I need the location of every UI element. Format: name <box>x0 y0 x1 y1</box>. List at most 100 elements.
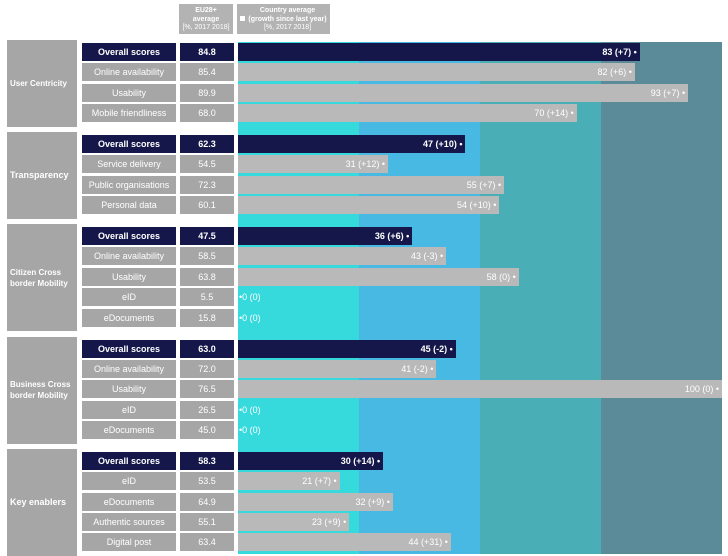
data-label: •0 (0) <box>239 312 261 323</box>
eu-average-value: 53.5 <box>180 472 234 491</box>
eu-average-value: 58.5 <box>180 247 234 266</box>
eu-average-value: 76.5 <box>180 380 234 399</box>
value-bar <box>238 472 340 491</box>
value-bar <box>238 83 689 102</box>
country-average-header-line2: (growth since last year) <box>248 15 327 23</box>
row-label: Usability <box>82 83 176 102</box>
background-band <box>480 42 601 554</box>
row-label: eID <box>82 472 176 491</box>
value-bar <box>238 155 389 174</box>
country-average-header: Country average (growth since last year)… <box>237 4 330 34</box>
eu-average-header-line2: average <box>192 15 220 23</box>
data-label: 55 (+7) • <box>466 179 502 190</box>
background-band <box>601 42 722 554</box>
row-label: Overall scores <box>82 227 176 246</box>
section-label: Key enablers <box>7 448 77 556</box>
eu-average-value: 64.9 <box>180 492 234 511</box>
eu-average-value: 26.5 <box>180 400 234 419</box>
data-label: •0 (0) <box>239 292 261 303</box>
eu-average-value: 72.0 <box>180 359 234 378</box>
row-label: eDocuments <box>82 308 176 327</box>
data-label: 70 (+14) • <box>534 108 574 119</box>
value-bar <box>238 247 447 266</box>
value-bar <box>238 492 393 511</box>
value-bar <box>238 512 350 531</box>
value-bar <box>238 451 384 470</box>
row-label: eDocuments <box>82 420 176 439</box>
row-label: eDocuments <box>82 492 176 511</box>
row-label: Digital post <box>82 533 176 552</box>
data-label: 83 (+7) • <box>602 47 637 57</box>
row-label: eID <box>82 400 176 419</box>
row-label: eID <box>82 288 176 307</box>
row-label: Personal data <box>82 196 176 215</box>
data-label: •0 (0) <box>239 404 261 415</box>
data-label: 54 (+10) • <box>456 200 497 211</box>
data-label: 100 (0) • <box>684 384 719 395</box>
eu-average-header: EU28+ average [%, 2017 2018] <box>179 4 233 34</box>
eu-average-value: 55.1 <box>180 512 234 531</box>
value-bar <box>238 43 640 61</box>
value-bar <box>238 63 635 82</box>
row-label: Mobile friendliness <box>82 104 176 123</box>
data-label: 31 (+12) • <box>345 159 386 170</box>
eu-average-value: 85.4 <box>180 63 234 82</box>
value-bar <box>238 135 466 154</box>
eu-average-value: 47.5 <box>180 227 234 246</box>
row-label: Overall scores <box>82 339 176 358</box>
section-label: User Centricity <box>7 40 77 128</box>
row-label: Online availability <box>82 359 176 378</box>
eu-average-value: 58.3 <box>180 451 234 470</box>
data-label: 47 (+10) • <box>423 139 463 150</box>
legend-square-icon <box>240 16 245 21</box>
row-label: Overall scores <box>82 451 176 470</box>
eu-average-value: 63.8 <box>180 267 234 286</box>
value-bar <box>238 359 437 378</box>
eu-average-value: 89.9 <box>180 83 234 102</box>
eu-average-header-line1: EU28+ <box>195 7 217 14</box>
section-label: Citizen Cross border Mobility <box>7 224 77 332</box>
value-bar <box>238 533 451 552</box>
eu-average-value: 63.0 <box>180 339 234 358</box>
row-label: Usability <box>82 380 176 399</box>
data-label: 43 (-3) • <box>410 251 444 262</box>
eu-average-value: 62.3 <box>180 135 234 154</box>
row-label: Online availability <box>82 247 176 266</box>
data-label: 21 (+7) • <box>302 476 337 487</box>
eu-average-value: 68.0 <box>180 104 234 123</box>
data-label: 36 (+6) • <box>374 231 410 242</box>
row-label: Overall scores <box>82 43 176 61</box>
country-average-header-unit: [%, 2017 2018] <box>263 24 312 31</box>
data-label: 30 (+14) • <box>340 455 381 466</box>
eu-average-value: 5.5 <box>180 288 234 307</box>
eu-average-value: 84.8 <box>180 43 234 61</box>
row-label: Usability <box>82 267 176 286</box>
row-label: Online availability <box>82 63 176 82</box>
value-bar <box>238 175 505 194</box>
eu-average-header-unit: [%, 2017 2018] <box>182 24 230 31</box>
eu-average-value: 72.3 <box>180 175 234 194</box>
data-label: •0 (0) <box>239 424 261 435</box>
data-label: 93 (+7) • <box>650 87 686 98</box>
section-label: Transparency <box>7 132 77 220</box>
data-label: 41 (-2) • <box>401 363 434 374</box>
row-label: Overall scores <box>82 135 176 154</box>
data-label: 82 (+6) • <box>597 67 632 78</box>
value-bar <box>238 339 456 358</box>
eu-average-value: 45.0 <box>180 420 234 439</box>
value-bar <box>238 267 519 286</box>
value-bar <box>238 227 413 246</box>
data-label: 44 (+31) • <box>408 537 448 548</box>
eu-average-value: 63.4 <box>180 533 234 552</box>
country-average-header-line1: Country average <box>259 7 316 14</box>
data-label: 58 (0) • <box>486 271 516 282</box>
eu-average-value: 60.1 <box>180 196 234 215</box>
row-label: Authentic sources <box>82 512 176 531</box>
row-label: Service delivery <box>82 155 176 174</box>
eu-average-value: 15.8 <box>180 308 234 327</box>
value-bar <box>238 196 500 215</box>
section-label: Business Cross border Mobility <box>7 336 77 444</box>
value-bar <box>238 104 577 123</box>
data-label: 45 (-2) • <box>420 343 453 354</box>
